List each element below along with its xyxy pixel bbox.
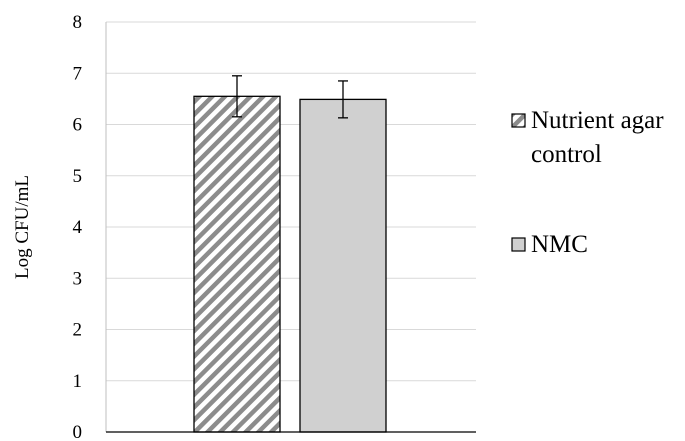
axes bbox=[105, 22, 476, 433]
legend-item-nutrient-agar-control: Nutrient agar control bbox=[511, 107, 664, 168]
y-tick-label: 6 bbox=[73, 115, 83, 136]
error-bar bbox=[338, 80, 348, 119]
bars bbox=[193, 95, 387, 433]
error-bars bbox=[232, 75, 348, 119]
y-tick-label: 1 bbox=[73, 371, 83, 392]
y-tick-label: 7 bbox=[73, 63, 83, 84]
gridlines bbox=[106, 21, 476, 382]
legend: Nutrient agar control NMC bbox=[511, 107, 664, 258]
y-tick-label: 3 bbox=[73, 268, 83, 289]
y-tick-label: 5 bbox=[73, 166, 83, 187]
y-tick-labels: 0 1 2 3 4 5 6 7 8 bbox=[73, 12, 83, 441]
y-tick-label: 0 bbox=[73, 422, 83, 441]
bar-nutrient-agar-control bbox=[193, 95, 281, 433]
y-tick-label: 8 bbox=[73, 12, 83, 33]
y-axis-label: Log CFU/mL bbox=[12, 175, 33, 279]
y-tick-label: 4 bbox=[73, 217, 83, 238]
y-tick-label: 2 bbox=[73, 320, 83, 341]
legend-item-nmc: NMC bbox=[511, 231, 588, 258]
error-bar bbox=[232, 75, 242, 118]
legend-label: control bbox=[531, 141, 602, 168]
legend-swatch bbox=[511, 237, 526, 252]
bar-nmc bbox=[299, 98, 387, 433]
legend-swatch bbox=[511, 113, 526, 128]
legend-label: Nutrient agar bbox=[531, 107, 664, 134]
legend-label: NMC bbox=[531, 231, 588, 258]
